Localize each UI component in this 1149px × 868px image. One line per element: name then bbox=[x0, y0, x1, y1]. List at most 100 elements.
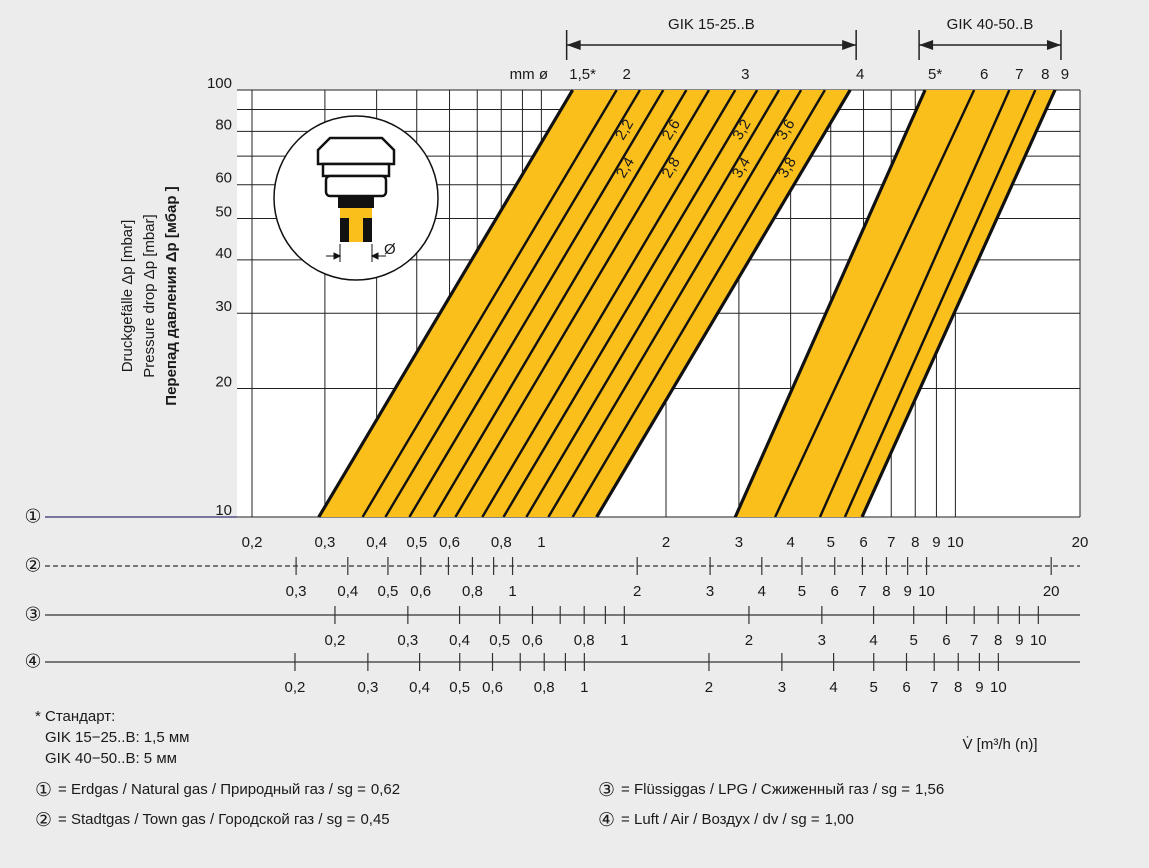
x-tick-label: 0,4 bbox=[449, 632, 470, 649]
x-tick-label: 0,3 bbox=[286, 583, 307, 600]
x-tick-label: 0,6 bbox=[522, 632, 543, 649]
scale-marker: ② bbox=[24, 555, 41, 577]
x-tick-label: 0,8 bbox=[534, 679, 555, 696]
x-tick-label: 4 bbox=[829, 679, 837, 696]
x-tick-label: 7 bbox=[930, 679, 938, 696]
legend-sg: 0,45 bbox=[360, 811, 389, 828]
x-tick-label: 3 bbox=[778, 679, 786, 696]
legend-entry: ① = Erdgas / Natural gas / Природный газ … bbox=[35, 779, 400, 801]
x-tick-label: 1 bbox=[580, 679, 588, 696]
x-tick-label: 1 bbox=[620, 632, 628, 649]
x-tick-label: 2 bbox=[745, 632, 753, 649]
x-tick-label: 10 bbox=[918, 583, 935, 600]
x-tick-label: 0,2 bbox=[285, 679, 306, 696]
legend-text: = Erdgas / Natural gas / Природный газ /… bbox=[58, 781, 366, 798]
x-tick-label: 0,8 bbox=[491, 534, 512, 551]
x-tick-label: 0,5 bbox=[378, 583, 399, 600]
x-tick-label: 10 bbox=[1030, 632, 1047, 649]
x-tick-label: 10 bbox=[990, 679, 1007, 696]
x-tick-label: 2 bbox=[705, 679, 713, 696]
x-tick-label: 2 bbox=[633, 583, 641, 600]
band-label: GIK 15-25..B bbox=[668, 16, 755, 33]
legend-text: = Flüssiggas / LPG / Сжиженный газ / sg … bbox=[621, 781, 910, 798]
x-tick-label: 9 bbox=[1015, 632, 1023, 649]
x-tick-label: 4 bbox=[758, 583, 766, 600]
curve-label: 6 bbox=[980, 66, 988, 83]
y-tick-label: 50 bbox=[215, 204, 232, 221]
curve-label: 2 bbox=[622, 66, 630, 83]
scale-marker: ④ bbox=[24, 651, 41, 673]
x-tick-label: 3 bbox=[818, 632, 826, 649]
x-tick-label: 6 bbox=[859, 534, 867, 551]
y-tick-label: 40 bbox=[215, 245, 232, 262]
x-tick-label: 4 bbox=[786, 534, 794, 551]
x-tick-label: 7 bbox=[887, 534, 895, 551]
x-tick-label: 0,4 bbox=[337, 583, 358, 600]
x-tick-label: 0,3 bbox=[357, 679, 378, 696]
legend-text: = Luft / Air / Воздух / dv / sg = bbox=[621, 811, 820, 828]
x-tick-label: 6 bbox=[831, 583, 839, 600]
x-tick-label: 7 bbox=[858, 583, 866, 600]
x-tick-label: 8 bbox=[954, 679, 962, 696]
curve-label: 3 bbox=[741, 66, 749, 83]
legend-sg: 1,00 bbox=[825, 811, 854, 828]
x-tick-label: 20 bbox=[1043, 583, 1060, 600]
x-tick-label: 8 bbox=[994, 632, 1002, 649]
curve-label: 1,5* bbox=[569, 66, 596, 83]
curve-label: 5* bbox=[928, 66, 942, 83]
x-tick-label: 5 bbox=[870, 679, 878, 696]
y-title: Pressure drop Δp [mbar] bbox=[141, 214, 158, 377]
y-title: Druckgefälle Δp [mbar] bbox=[119, 220, 136, 373]
x-tick-label: 0,3 bbox=[314, 534, 335, 551]
curve-label: 4 bbox=[856, 66, 864, 83]
x-tick-label: 9 bbox=[903, 583, 911, 600]
y-title: Перепад давления Δp [мбар ] bbox=[163, 186, 180, 405]
y-tick-label: 100 bbox=[207, 75, 232, 92]
x-tick-label: 10 bbox=[947, 534, 964, 551]
x-tick-label: 5 bbox=[827, 534, 835, 551]
diameter-prefix: mm ø bbox=[510, 66, 548, 83]
y-tick-label: 60 bbox=[215, 170, 232, 187]
curve-label: 8 bbox=[1041, 66, 1049, 83]
footnote: GIK 15−25..B: 1,5 мм bbox=[45, 729, 189, 746]
x-tick-label: 0,3 bbox=[397, 632, 418, 649]
x-tick-label: 9 bbox=[932, 534, 940, 551]
curve-label: 7 bbox=[1015, 66, 1023, 83]
x-title: V̇ [m³/h (n)] bbox=[962, 736, 1037, 753]
legend-marker: ① bbox=[35, 779, 52, 801]
scale-marker: ③ bbox=[24, 604, 41, 626]
curve-label: 9 bbox=[1061, 66, 1069, 83]
footnote: * Стандарт: bbox=[35, 708, 115, 725]
legend-sg: 0,62 bbox=[371, 781, 400, 798]
x-tick-label: 4 bbox=[869, 632, 877, 649]
x-tick-label: 5 bbox=[910, 632, 918, 649]
band-label: GIK 40-50..B bbox=[947, 16, 1034, 33]
x-tick-label: 5 bbox=[798, 583, 806, 600]
x-tick-label: 0,6 bbox=[410, 583, 431, 600]
x-tick-label: 1 bbox=[508, 583, 516, 600]
x-tick-label: 8 bbox=[882, 583, 890, 600]
y-tick-label: 20 bbox=[215, 373, 232, 390]
x-tick-label: 6 bbox=[942, 632, 950, 649]
x-tick-label: 6 bbox=[902, 679, 910, 696]
inset bbox=[274, 116, 438, 280]
x-tick-label: 8 bbox=[911, 534, 919, 551]
legend-entry: ③= Flüssiggas / LPG / Сжиженный газ / sg… bbox=[598, 779, 944, 801]
x-tick-label: 9 bbox=[975, 679, 983, 696]
x-tick-label: 1 bbox=[537, 534, 545, 551]
legend-entry: ② = Stadtgas / Town gas / Городской газ /… bbox=[35, 809, 390, 831]
x-tick-label: 0,4 bbox=[409, 679, 430, 696]
x-tick-label: 2 bbox=[662, 534, 670, 551]
y-tick-label: 30 bbox=[215, 298, 232, 315]
x-tick-label: 20 bbox=[1072, 534, 1089, 551]
footnote: GIK 40−50..B: 5 мм bbox=[45, 750, 177, 767]
x-tick-label: 0,5 bbox=[449, 679, 470, 696]
x-tick-label: 0,8 bbox=[574, 632, 595, 649]
x-tick-label: 0,2 bbox=[242, 534, 263, 551]
legend-text: = Stadtgas / Town gas / Городской газ / … bbox=[58, 811, 356, 828]
legend-marker: ② bbox=[35, 809, 52, 831]
x-tick-label: 0,4 bbox=[366, 534, 387, 551]
scale-marker: ① bbox=[24, 506, 41, 528]
legend-marker: ④ bbox=[598, 809, 615, 831]
x-tick-label: 7 bbox=[970, 632, 978, 649]
